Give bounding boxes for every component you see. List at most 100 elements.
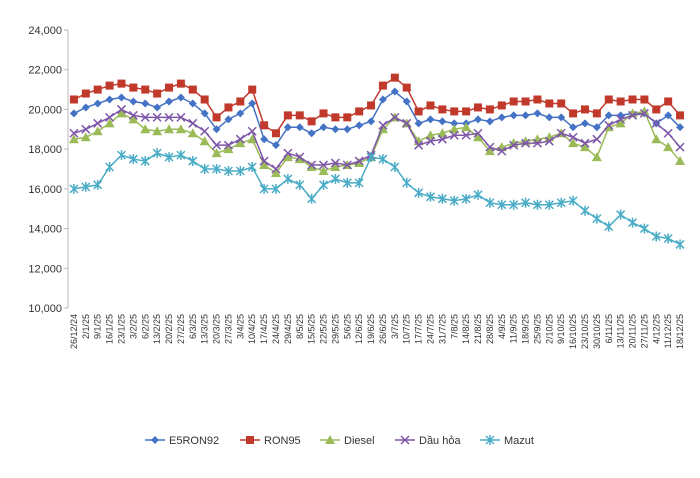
- x-tick-label: 19/6/25: [366, 314, 376, 344]
- marker: [116, 108, 127, 118]
- marker: [414, 107, 423, 116]
- marker: [664, 111, 673, 120]
- marker: [556, 128, 566, 138]
- marker: [521, 111, 530, 120]
- marker: [212, 125, 221, 134]
- marker: [236, 109, 245, 118]
- marker: [117, 79, 126, 88]
- x-tick-label: 24/4/25: [271, 314, 281, 344]
- marker: [93, 99, 102, 108]
- marker: [200, 164, 210, 174]
- marker: [93, 85, 102, 94]
- x-tick-label: 27/11/25: [639, 314, 649, 348]
- marker: [544, 199, 554, 210]
- marker: [331, 113, 340, 122]
- marker: [402, 118, 412, 128]
- marker: [259, 156, 269, 166]
- marker: [355, 121, 364, 130]
- marker: [176, 79, 185, 88]
- x-tick-label: 10/4/25: [247, 314, 257, 344]
- marker: [425, 130, 436, 140]
- marker: [270, 167, 281, 177]
- y-tick-label: 16,000: [28, 184, 62, 196]
- series-line: [73, 90, 681, 147]
- marker: [616, 97, 625, 106]
- marker: [247, 134, 258, 144]
- y-tick-label: 14,000: [28, 224, 62, 236]
- marker: [331, 125, 340, 134]
- marker: [105, 95, 114, 104]
- legend-marker: [246, 436, 254, 444]
- marker: [307, 117, 316, 126]
- marker: [414, 119, 423, 128]
- marker: [164, 112, 174, 122]
- x-tick-label: 9/1/25: [93, 314, 103, 339]
- marker: [544, 136, 554, 146]
- marker: [545, 113, 554, 122]
- x-tick-label: 22/5/25: [319, 314, 329, 344]
- marker: [473, 128, 483, 138]
- marker: [473, 189, 483, 200]
- marker: [200, 126, 210, 136]
- marker: [579, 142, 590, 152]
- legend-label: Mazut: [504, 435, 534, 447]
- marker: [318, 160, 329, 170]
- marker: [615, 118, 626, 128]
- marker: [450, 119, 459, 128]
- x-tick-label: 20/3/25: [212, 314, 222, 344]
- marker: [390, 87, 399, 96]
- y-tick-label: 24,000: [28, 25, 62, 37]
- legend-marker: [400, 435, 410, 445]
- marker: [295, 179, 305, 190]
- marker: [437, 134, 447, 144]
- marker: [165, 97, 174, 106]
- marker: [676, 111, 685, 120]
- series-line: [73, 110, 681, 174]
- marker: [282, 152, 293, 162]
- marker: [260, 135, 269, 144]
- marker: [330, 162, 341, 172]
- marker: [521, 197, 531, 208]
- marker: [176, 150, 186, 161]
- marker: [485, 142, 495, 152]
- marker: [437, 193, 447, 204]
- x-tick-label: 31/7/25: [437, 314, 447, 344]
- marker: [92, 126, 103, 136]
- marker: [271, 183, 281, 194]
- marker: [247, 126, 257, 136]
- marker: [224, 103, 233, 112]
- marker: [545, 99, 554, 108]
- marker: [591, 152, 602, 162]
- marker: [307, 193, 317, 204]
- marker: [212, 164, 222, 174]
- marker: [663, 128, 673, 138]
- x-tick-label: 27/2/25: [176, 314, 186, 344]
- marker: [354, 156, 364, 166]
- marker: [330, 173, 340, 184]
- marker: [568, 195, 578, 206]
- marker: [223, 144, 234, 154]
- marker: [128, 154, 138, 165]
- marker: [295, 123, 304, 132]
- marker: [426, 101, 435, 110]
- marker: [140, 156, 150, 167]
- series-line: [73, 76, 681, 135]
- x-tick-label: 3/7/25: [390, 314, 400, 339]
- marker: [485, 105, 494, 114]
- marker: [569, 109, 578, 118]
- marker: [259, 160, 270, 170]
- x-tick-label: 29/5/25: [330, 314, 340, 344]
- x-tick-label: 27/3/25: [223, 314, 233, 344]
- marker: [402, 83, 411, 92]
- marker: [93, 118, 103, 128]
- marker: [651, 118, 661, 128]
- marker: [188, 99, 197, 108]
- marker: [342, 177, 352, 188]
- marker: [473, 132, 484, 142]
- x-tick-label: 29/4/25: [283, 314, 293, 344]
- marker: [580, 138, 590, 148]
- marker: [117, 93, 126, 102]
- marker: [449, 130, 459, 140]
- x-tick-label: 18/12/25: [675, 314, 685, 349]
- marker: [604, 95, 613, 104]
